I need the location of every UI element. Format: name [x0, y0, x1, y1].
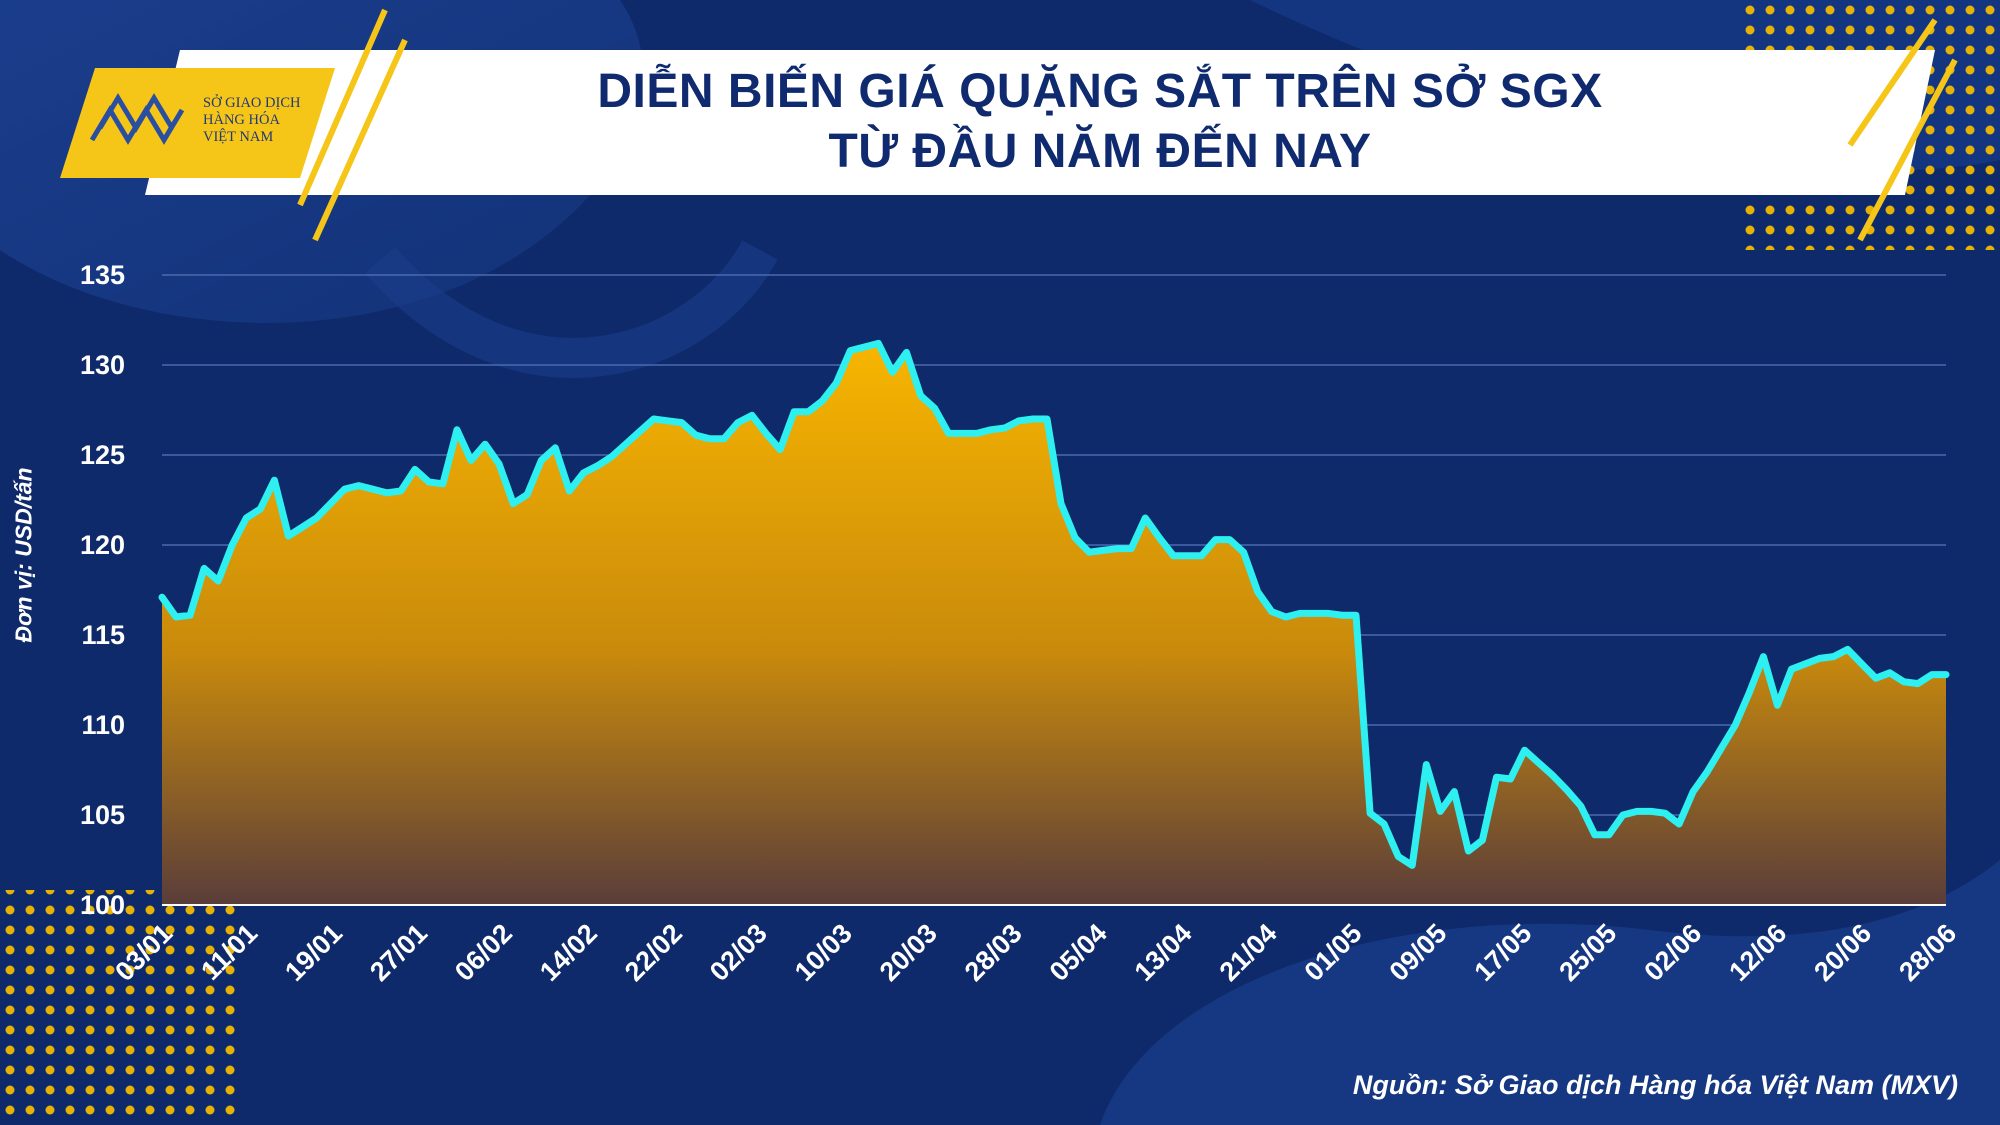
x-tick-label: 03/01: [109, 918, 178, 987]
x-tick-label: 21/04: [1214, 918, 1283, 987]
y-tick-label: 120: [80, 530, 125, 560]
x-tick-label: 02/06: [1638, 918, 1707, 987]
x-tick-label: 22/02: [619, 918, 688, 987]
logo-line-3: VIỆT NAM: [203, 129, 274, 145]
source-note: Nguồn: Sở Giao dịch Hàng hóa Việt Nam (M…: [1352, 1070, 1958, 1100]
y-tick-label: 135: [80, 260, 125, 290]
x-tick-label: 25/05: [1553, 918, 1622, 987]
price-area-fill: [162, 343, 1946, 905]
x-tick-label: 09/05: [1384, 918, 1453, 987]
dot-pattern-bottom-left: [0, 890, 240, 1125]
title-banner: [60, 8, 1958, 242]
x-tick-label: 28/06: [1893, 918, 1962, 987]
title-line-2: TỪ ĐẦU NĂM ĐẾN NAY: [828, 125, 1372, 178]
y-axis-ticks: 100 105 110 115 120 125 130 135: [80, 260, 125, 920]
logo-icon: [89, 93, 185, 145]
y-tick-label: 110: [81, 710, 125, 740]
x-tick-label: 20/06: [1808, 918, 1877, 987]
logo-line-2: HÀNG HÓA: [203, 112, 280, 128]
x-axis-ticks: 03/01 11/01 19/01 27/01 06/02 14/02 22/02 02/03…: [109, 918, 1962, 987]
x-tick-label: 20/03: [874, 918, 943, 987]
x-tick-label: 05/04: [1044, 918, 1113, 987]
x-tick-label: 19/01: [279, 918, 348, 987]
x-tick-label: 06/02: [449, 918, 518, 987]
price-series-line: [158, 339, 1950, 869]
chart-title: DIỄN BIẾN GIÁ QUẶNG SẮT TRÊN SỞ SGX TỪ Đ…: [440, 62, 1760, 182]
y-tick-label: 115: [81, 620, 125, 650]
x-tick-label: 01/05: [1299, 918, 1368, 987]
y-tick-label: 105: [80, 800, 125, 830]
y-tick-label: 125: [80, 440, 125, 470]
y-tick-label: 100: [80, 890, 125, 920]
x-tick-label: 27/01: [364, 918, 433, 987]
y-tick-label: 130: [80, 350, 125, 380]
logo-text: SỞ GIAO DỊCH HÀNG HÓA VIỆT NAM: [203, 95, 300, 146]
x-tick-label: 13/04: [1129, 918, 1198, 987]
x-tick-label: 14/02: [534, 918, 603, 987]
x-tick-label: 28/03: [959, 918, 1028, 987]
x-tick-label: 10/03: [789, 918, 858, 987]
x-tick-label: 17/05: [1468, 918, 1537, 987]
logo-line-1: SỞ GIAO DỊCH: [203, 95, 301, 111]
x-tick-label: 12/06: [1723, 918, 1792, 987]
y-axis-label: Đơn vị: USD/tấn: [10, 467, 37, 643]
title-line-1: DIỄN BIẾN GIÁ QUẶNG SẮT TRÊN SỞ SGX: [597, 65, 1603, 118]
x-tick-label: 02/03: [704, 918, 773, 987]
x-tick-label: 11/01: [195, 918, 263, 986]
